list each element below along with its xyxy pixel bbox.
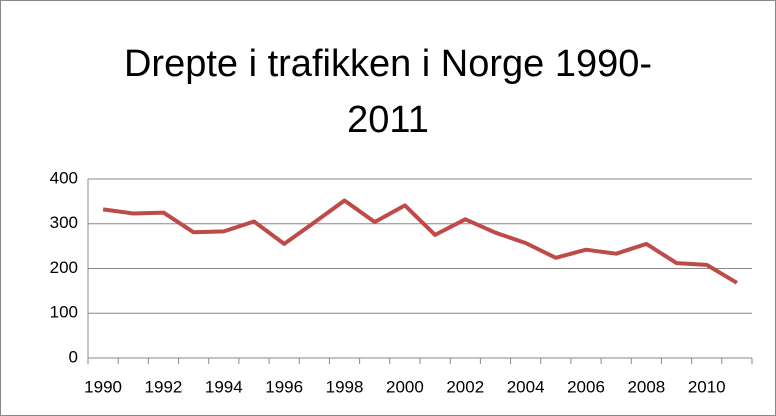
- x-tick-label: 1992: [145, 377, 183, 396]
- y-tick-label: 200: [50, 258, 78, 277]
- data-line: [102, 198, 738, 285]
- x-tick-label: 2004: [507, 377, 545, 396]
- x-tick-label: 2008: [627, 377, 665, 396]
- x-tick-label: 1994: [205, 377, 243, 396]
- y-tick-label: 0: [69, 347, 78, 366]
- x-tick-label: 2006: [567, 377, 605, 396]
- x-tick-label: 2002: [446, 377, 484, 396]
- x-tick-label: 1998: [326, 377, 364, 396]
- x-tick-label: 2000: [386, 377, 424, 396]
- y-tick-label: 400: [50, 168, 78, 187]
- y-tick-label: 300: [50, 213, 78, 232]
- x-tick-label: 1990: [84, 377, 122, 396]
- x-tick-label: 1996: [265, 377, 303, 396]
- y-tick-label: 100: [50, 303, 78, 322]
- chart-title: Drepte i trafikken i Norge 1990-2011: [123, 43, 653, 141]
- x-tick-label: 2010: [688, 377, 726, 396]
